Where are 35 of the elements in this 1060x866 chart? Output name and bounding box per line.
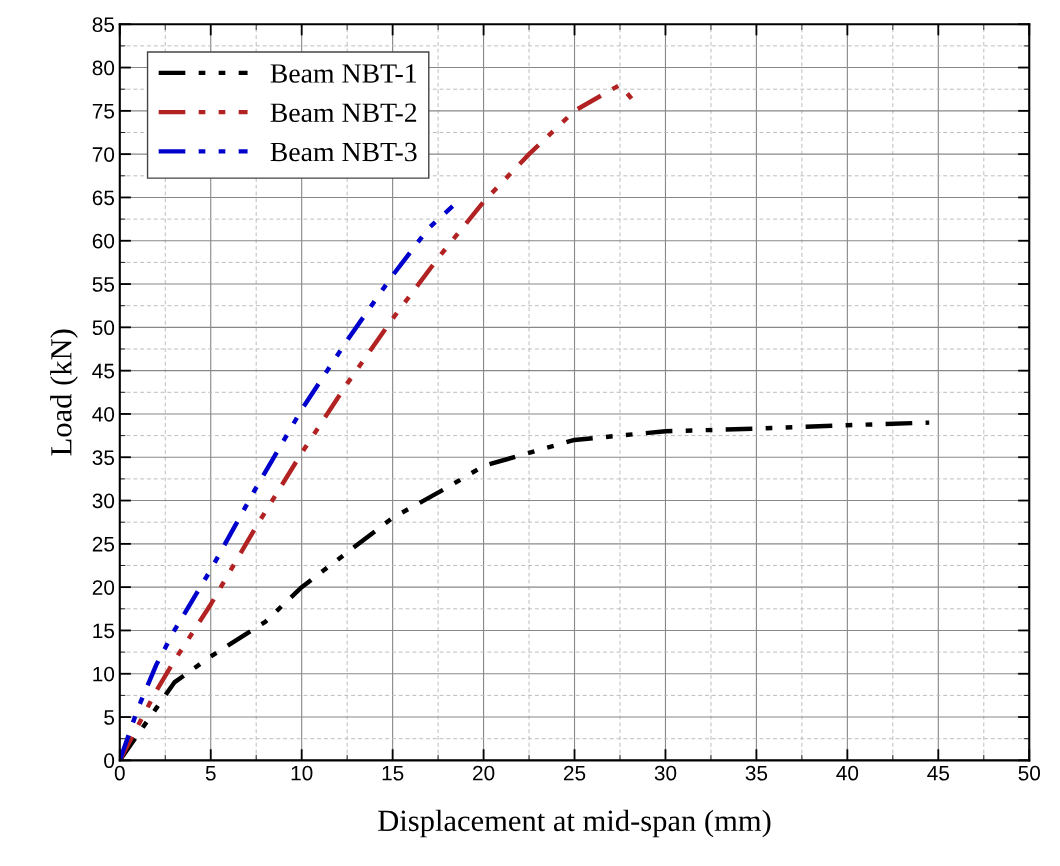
legend-label: Beam NBT-2	[270, 103, 417, 123]
y-tick-label: 60	[92, 233, 115, 249]
x-tick-label: 15	[382, 765, 404, 781]
y-tick-label: 5	[104, 710, 115, 725]
legend-label: Beam NBT-1	[270, 64, 417, 83]
y-tick-label: 30	[92, 493, 115, 509]
y-tick-label: 65	[92, 190, 115, 206]
y-tick-label: 50	[92, 320, 115, 336]
y-tick-label: 0	[104, 753, 115, 769]
x-tick-label: 20	[473, 765, 495, 781]
y-tick-label: 75	[92, 104, 115, 119]
x-tick-label: 10	[291, 765, 313, 781]
y-tick-label: 15	[93, 623, 115, 639]
x-tick-label: 5	[205, 765, 216, 781]
x-tick-label: 45	[927, 765, 950, 781]
y-tick-label: 80	[92, 60, 115, 76]
x-tick-label: 30	[654, 765, 677, 781]
line-series	[119, 203, 455, 761]
x-tick-label: 0	[114, 765, 125, 781]
x-tick-label: 50	[1018, 765, 1041, 781]
y-tick-label: 55	[92, 277, 115, 292]
y-axis-title: Load (kN)	[50, 329, 78, 456]
y-tick-label: 35	[92, 450, 115, 465]
y-tick-label: 85	[92, 17, 115, 32]
x-axis-title: Displacement at mid-span (mm)	[378, 809, 771, 838]
y-tick-label: 20	[92, 580, 115, 595]
x-tick-label: 40	[836, 765, 859, 781]
y-tick-label: 10	[93, 666, 115, 682]
legend-label: Beam NBT-3	[270, 142, 417, 162]
y-tick-label: 45	[92, 363, 115, 379]
x-tick-label: 35	[745, 765, 768, 781]
x-tick-label: 25	[563, 765, 586, 781]
y-tick-label: 70	[92, 147, 115, 162]
y-tick-label: 25	[92, 536, 115, 552]
y-tick-label: 40	[92, 406, 115, 422]
